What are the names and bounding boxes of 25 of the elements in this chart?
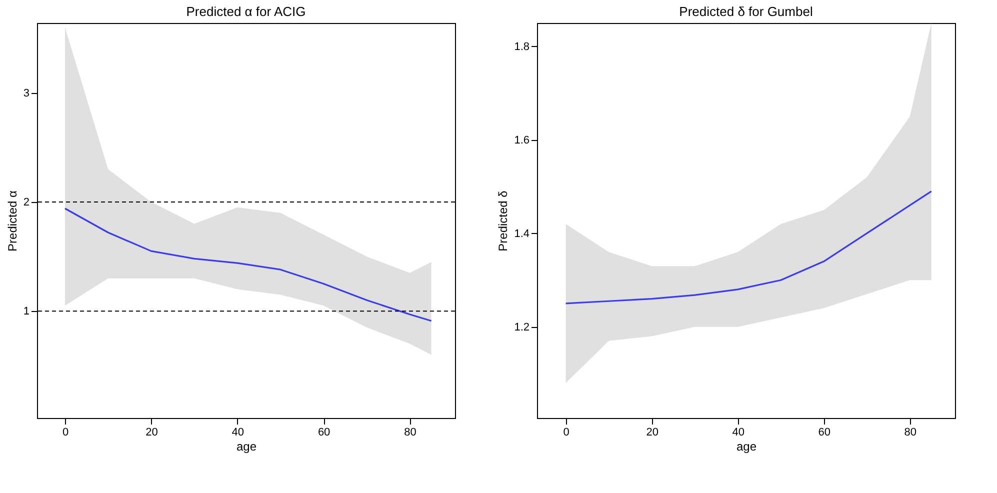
- y-tick-label: 1.8: [514, 40, 530, 53]
- x-tick-label: 80: [904, 426, 916, 438]
- x-tick-label: 60: [318, 426, 330, 438]
- line-series: [565, 190, 932, 304]
- y-tick-label: 1.6: [514, 134, 530, 146]
- y-tick-label: 1: [23, 306, 30, 318]
- x-axis-title: age: [236, 440, 257, 454]
- x-tick-label: 20: [146, 426, 158, 438]
- x-tick-label: 0: [563, 426, 570, 438]
- x-axis-title: age: [736, 440, 757, 454]
- chart-title: Predicted α for ACIG: [186, 4, 306, 19]
- y-tick-label: 2: [23, 196, 30, 208]
- x-tick-label: 80: [404, 426, 416, 438]
- y-tick-label: 1.2: [514, 321, 530, 334]
- y-axis-title: Predicted δ: [496, 190, 510, 252]
- line-series: [64, 208, 432, 322]
- chart-title: Predicted δ for Gumbel: [679, 4, 813, 19]
- y-tick-label: 3: [23, 87, 30, 100]
- x-tick-label: 0: [62, 426, 69, 438]
- y-tick-label: 1.4: [514, 228, 530, 240]
- y-axis-title: Predicted α: [5, 190, 20, 252]
- x-tick-label: 20: [646, 426, 658, 438]
- x-tick-label: 40: [232, 426, 244, 438]
- x-tick-label: 40: [732, 426, 744, 438]
- x-tick-label: 60: [818, 426, 830, 438]
